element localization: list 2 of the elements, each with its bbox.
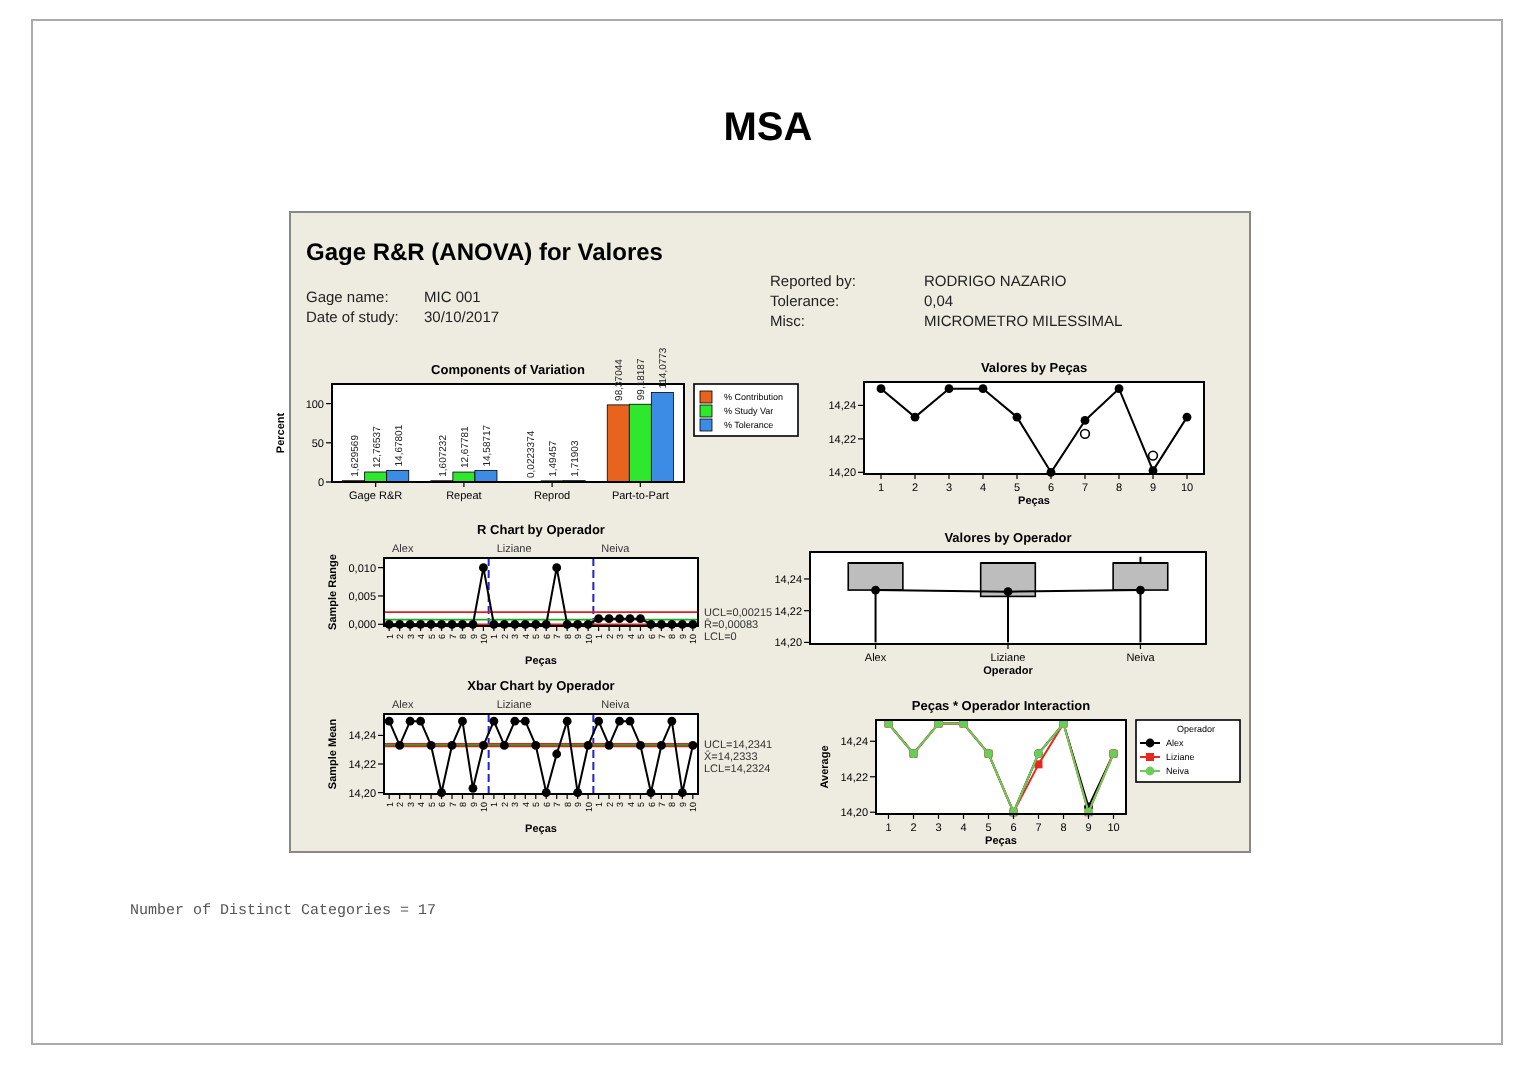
text: Gage R&R (ANOVA) for Valores [306,238,664,266]
text: MSA [723,106,813,150]
